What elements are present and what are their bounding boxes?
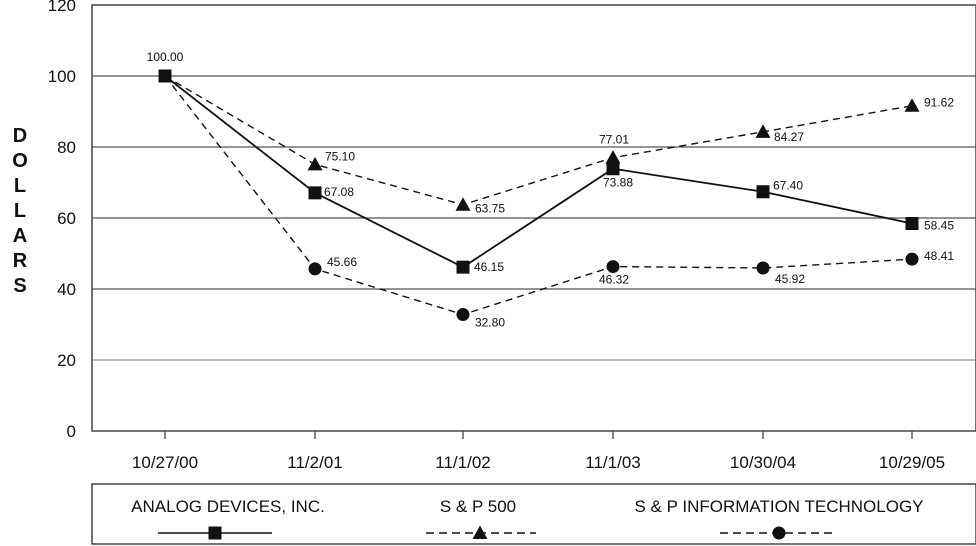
data-label: 75.10 (325, 149, 355, 163)
y-axis-title-letter: O (12, 150, 28, 172)
data-point-square (158, 69, 172, 83)
y-axis-title-letter: L (14, 200, 26, 222)
data-point-circle (456, 308, 470, 322)
y-tick-label: 100 (48, 67, 76, 86)
data-point-triangle (605, 150, 621, 164)
y-axis-title-letter: S (13, 275, 26, 297)
plot-frame (91, 4, 976, 432)
legend-item-0: ANALOG DEVICES, INC. (131, 497, 325, 540)
data-point-triangle (307, 156, 323, 171)
data-label: 91.62 (924, 96, 954, 110)
y-tick-label: 40 (57, 280, 76, 299)
series-line (164, 75, 913, 206)
data-label: 63.75 (475, 202, 505, 216)
data-point-circle (905, 252, 919, 266)
x-tick-label: 11/2/01 (287, 453, 342, 472)
y-axis-title-letter: R (13, 250, 28, 272)
y-tick-label: 20 (57, 351, 76, 370)
data-point-square (756, 185, 770, 199)
series-line (164, 75, 913, 269)
series-1 (164, 75, 920, 211)
data-point-square (606, 162, 620, 176)
data-label: 46.15 (474, 260, 504, 274)
legend-frame (91, 483, 976, 545)
gridlines (92, 75, 976, 361)
data-label: 67.40 (773, 179, 803, 193)
y-axis-title-letter: L (14, 175, 26, 197)
legend-label: S & P INFORMATION TECHNOLOGY (634, 497, 923, 516)
series-2 (164, 75, 919, 322)
data-label: 58.45 (924, 219, 954, 233)
legend-label: S & P 500 (440, 497, 516, 516)
data-label: 84.27 (774, 130, 804, 144)
legend-label: ANALOG DEVICES, INC. (131, 497, 325, 516)
x-tick-label: 11/1/02 (435, 453, 490, 472)
legend-marker-square (208, 526, 222, 540)
y-tick-label: 80 (57, 138, 76, 157)
data-label: 45.66 (327, 255, 357, 269)
data-point-square (456, 260, 470, 274)
data-point-square (308, 186, 322, 200)
y-axis-title-letter: A (13, 225, 27, 247)
data-label: 67.08 (324, 185, 354, 199)
series (158, 69, 920, 322)
data-label: 46.32 (599, 273, 629, 287)
legend-item-2: S & P INFORMATION TECHNOLOGY (634, 497, 924, 540)
y-tick-label: 120 (48, 0, 76, 15)
data-point-triangle (755, 124, 771, 138)
y-axis: 0 20 40 60 80 100 120 (48, 0, 76, 441)
legend-marker-triangle (472, 525, 488, 539)
data-point-square (905, 217, 919, 231)
x-tick-label: 10/29/05 (879, 453, 945, 472)
data-label: 100.00 (147, 50, 184, 64)
data-point-circle (308, 262, 322, 276)
x-tick-label: 11/1/03 (585, 453, 640, 472)
data-point-circle (606, 260, 620, 274)
legend: ANALOG DEVICES, INC. S & P 500 S & P INFOR… (91, 483, 976, 545)
data-label: 48.41 (924, 249, 954, 263)
x-axis: 10/27/00 11/2/01 11/1/02 11/1/03 10/30/04 10/… (132, 431, 945, 472)
data-label: 73.88 (603, 176, 633, 190)
data-point-triangle (904, 98, 920, 112)
series-0 (158, 69, 919, 274)
data-label: 45.92 (775, 272, 805, 286)
data-point-circle (756, 261, 770, 275)
legend-item-1: S & P 500 (426, 497, 536, 539)
x-tick-label: 10/30/04 (730, 453, 796, 472)
data-point-triangle (455, 197, 471, 211)
y-tick-label: 60 (57, 209, 76, 228)
legend-marker-circle (772, 526, 786, 540)
data-labels: 100.00 67.08 46.15 73.88 67.40 58.45 75.10 63.7… (147, 50, 955, 330)
data-label: 32.80 (475, 316, 505, 330)
x-tick-label: 10/27/00 (132, 453, 198, 472)
y-axis-title-letter: D (13, 125, 27, 147)
data-label: 77.01 (599, 133, 629, 147)
y-tick-label: 0 (67, 422, 76, 441)
